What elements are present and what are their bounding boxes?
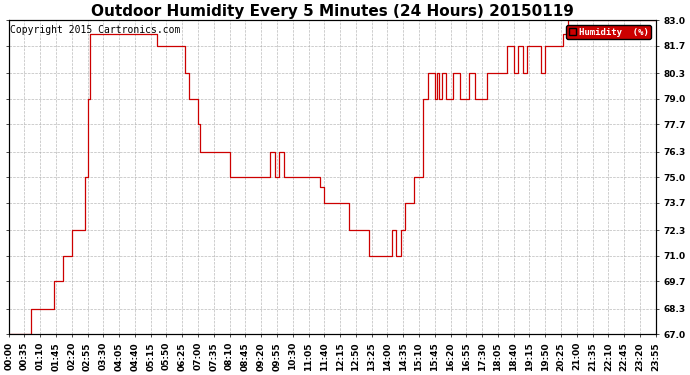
- Text: Copyright 2015 Cartronics.com: Copyright 2015 Cartronics.com: [10, 25, 180, 35]
- Legend: Humidity  (%): Humidity (%): [566, 25, 651, 39]
- Title: Outdoor Humidity Every 5 Minutes (24 Hours) 20150119: Outdoor Humidity Every 5 Minutes (24 Hou…: [91, 4, 573, 19]
